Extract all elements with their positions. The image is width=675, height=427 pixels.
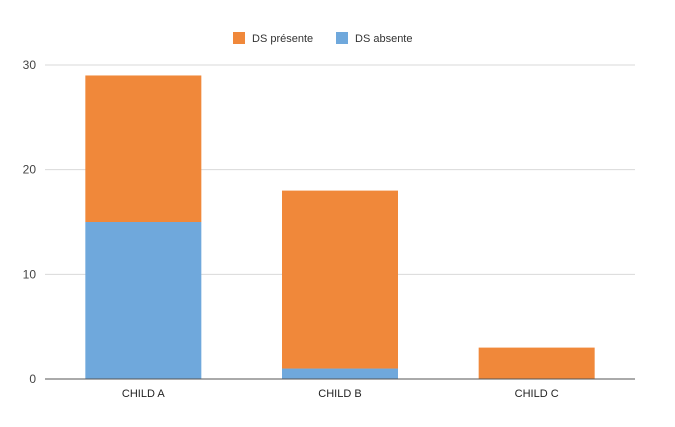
bar-child-b-ds-absente (282, 368, 398, 379)
y-tick-label-30: 30 (23, 58, 37, 72)
legend-label-0: DS présente (252, 33, 313, 45)
bar-child-a-ds-absente (85, 222, 202, 379)
y-tick-label-10: 10 (23, 267, 37, 281)
x-tick-label-child-a: CHILD A (122, 388, 165, 400)
bar-child-a-ds-pr-sente (85, 75, 202, 222)
y-axis-ticks: 0 10 20 30 (23, 58, 37, 386)
bar-child-b-ds-pr-sente (282, 190, 398, 369)
y-tick-label-20: 20 (23, 163, 37, 177)
legend-label-1: DS absente (355, 33, 412, 45)
y-tick-label-0: 0 (29, 372, 36, 386)
x-tick-label-child-c: CHILD C (515, 388, 559, 400)
legend-swatch-1 (336, 32, 348, 44)
x-axis-ticks: CHILD A CHILD B CHILD C (122, 388, 559, 400)
legend-swatch-0 (233, 32, 245, 44)
x-tick-label-child-b: CHILD B (318, 388, 361, 400)
legend: DS présente DS absente (233, 32, 412, 45)
bars (85, 75, 595, 379)
bar-child-c-ds-pr-sente (478, 347, 595, 379)
